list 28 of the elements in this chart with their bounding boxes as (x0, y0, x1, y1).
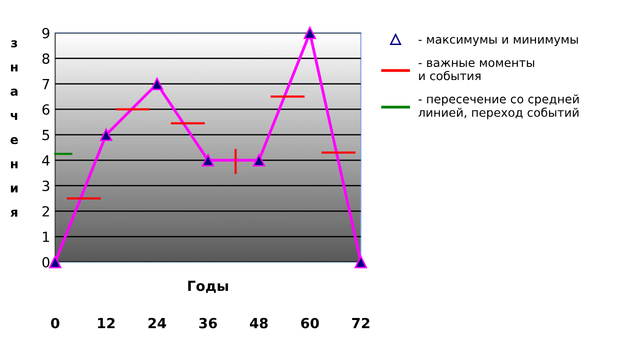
y-tick-label: 3 (42, 180, 50, 192)
y-tick-label: 0 (42, 257, 50, 268)
y-tick-label: 7 (42, 78, 50, 90)
x-tick-label: 72 (352, 318, 370, 328)
x-tick-label: 48 (250, 318, 268, 328)
point (100, 128, 112, 142)
legend-label: - пересечение со средней линией, переход событий (418, 94, 579, 120)
x-tick-label: 0 (51, 318, 60, 328)
y-tick-label: 9 (42, 28, 50, 38)
y-tick-label: 5 (42, 130, 50, 140)
x-tick-label: 24 (148, 318, 166, 328)
x-tick-label: 60 (301, 318, 319, 328)
point (150, 78, 164, 90)
legend-label: - максимумы и минимумы (418, 36, 578, 46)
y-tick-label: 6 (42, 104, 50, 115)
x-tick-label: 36 (199, 318, 217, 328)
text: значения (10, 40, 18, 217)
point (252, 154, 266, 166)
point (354, 256, 368, 268)
y-tick-label: 4 (42, 155, 50, 166)
x-tick-label: 12 (98, 318, 115, 328)
x-axis-title: Годы (188, 280, 228, 293)
point (304, 26, 316, 40)
legend-label: - важные моменты и события (418, 60, 534, 80)
point (202, 154, 214, 166)
y-tick-label: 2 (42, 206, 49, 216)
y-tick-label: 1 (43, 232, 50, 242)
y-tick-label: 8 (42, 53, 50, 64)
